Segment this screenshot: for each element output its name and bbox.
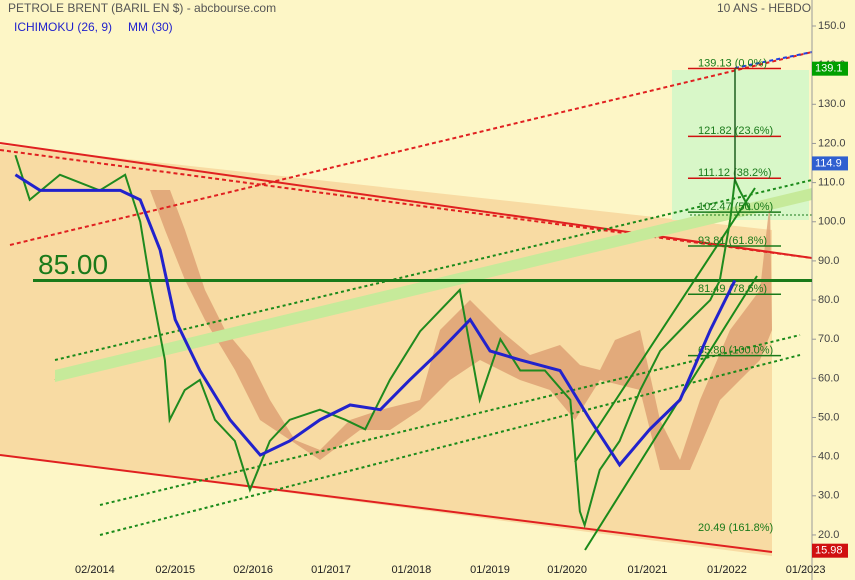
trend-line: [99, 354, 801, 536]
price-tag-label: 114.9: [815, 157, 842, 169]
y-tick-label: 70.0: [818, 333, 839, 345]
x-tick-label: 01/2018: [391, 564, 431, 576]
price-tag: [812, 543, 848, 558]
y-tick-label: 60.0: [818, 372, 839, 384]
trend-line: [9, 51, 813, 246]
x-tick-label: 01/2017: [311, 564, 351, 576]
trend-lines: [0, 51, 813, 553]
price-tag: [812, 156, 848, 171]
fib-label: 102.47 (50.0%): [698, 201, 773, 213]
series-line: [14, 154, 751, 529]
indicator-label: ICHIMOKU (26, 9): [14, 20, 112, 34]
x-tick-label: 01/2019: [470, 564, 510, 576]
y-tick-label: 80.0: [818, 294, 839, 306]
fib-label: 93.81 (61.8%): [698, 235, 767, 247]
y-tick-label: 130.0: [818, 98, 846, 110]
price-tag: [812, 61, 848, 76]
trend-line: [734, 51, 813, 69]
chart-title: PETROLE BRENT (BARIL EN $) - abcbourse.c…: [8, 1, 276, 15]
trend-line: [0, 454, 773, 553]
y-tick-label: 100.0: [818, 216, 846, 228]
y-tick-label: 90.0: [818, 255, 839, 267]
channel-band: [55, 188, 812, 382]
x-tick-label: 02/2015: [155, 564, 195, 576]
y-tick-label: 110.0: [818, 177, 845, 189]
fib-label: 81.49 (78.6%): [698, 283, 767, 295]
fib-label: 65.80 (100.0%): [698, 345, 773, 357]
fib-label: 20.49 (161.8%): [698, 522, 773, 534]
x-tick-label: 01/2022: [707, 564, 747, 576]
fib-label: 139.13 (0.0%): [698, 57, 767, 69]
y-tick-label: 150.0: [818, 20, 846, 32]
x-tick-label: 02/2016: [233, 564, 273, 576]
price-tag-label: 139.1: [815, 63, 843, 75]
x-tick-label: 02/2014: [75, 564, 115, 576]
y-tick-label: 50.0: [818, 411, 839, 423]
y-tick-label: 20.0: [818, 529, 839, 541]
trend-line: [99, 334, 801, 506]
x-tick-label: 01/2020: [547, 564, 587, 576]
trend-line: [0, 142, 813, 259]
series-line: [14, 173, 737, 468]
y-tick-label: 40.0: [818, 451, 839, 463]
trend-line: [574, 187, 756, 463]
y-tick-label: 120.0: [818, 137, 846, 149]
y-tick-label: 30.0: [818, 490, 839, 502]
level-label: 85.00: [38, 249, 108, 280]
x-tick-label: 01/2023: [786, 564, 826, 576]
chart-subtitle: 10 ANS - HEBDO: [717, 1, 811, 15]
trend-line: [0, 149, 813, 259]
x-tick-label: 01/2021: [628, 564, 668, 576]
price-tag-label: 15.98: [815, 545, 843, 557]
trend-line: [584, 275, 758, 551]
indicator-label: MM (30): [128, 20, 173, 34]
trend-line: [54, 179, 813, 361]
